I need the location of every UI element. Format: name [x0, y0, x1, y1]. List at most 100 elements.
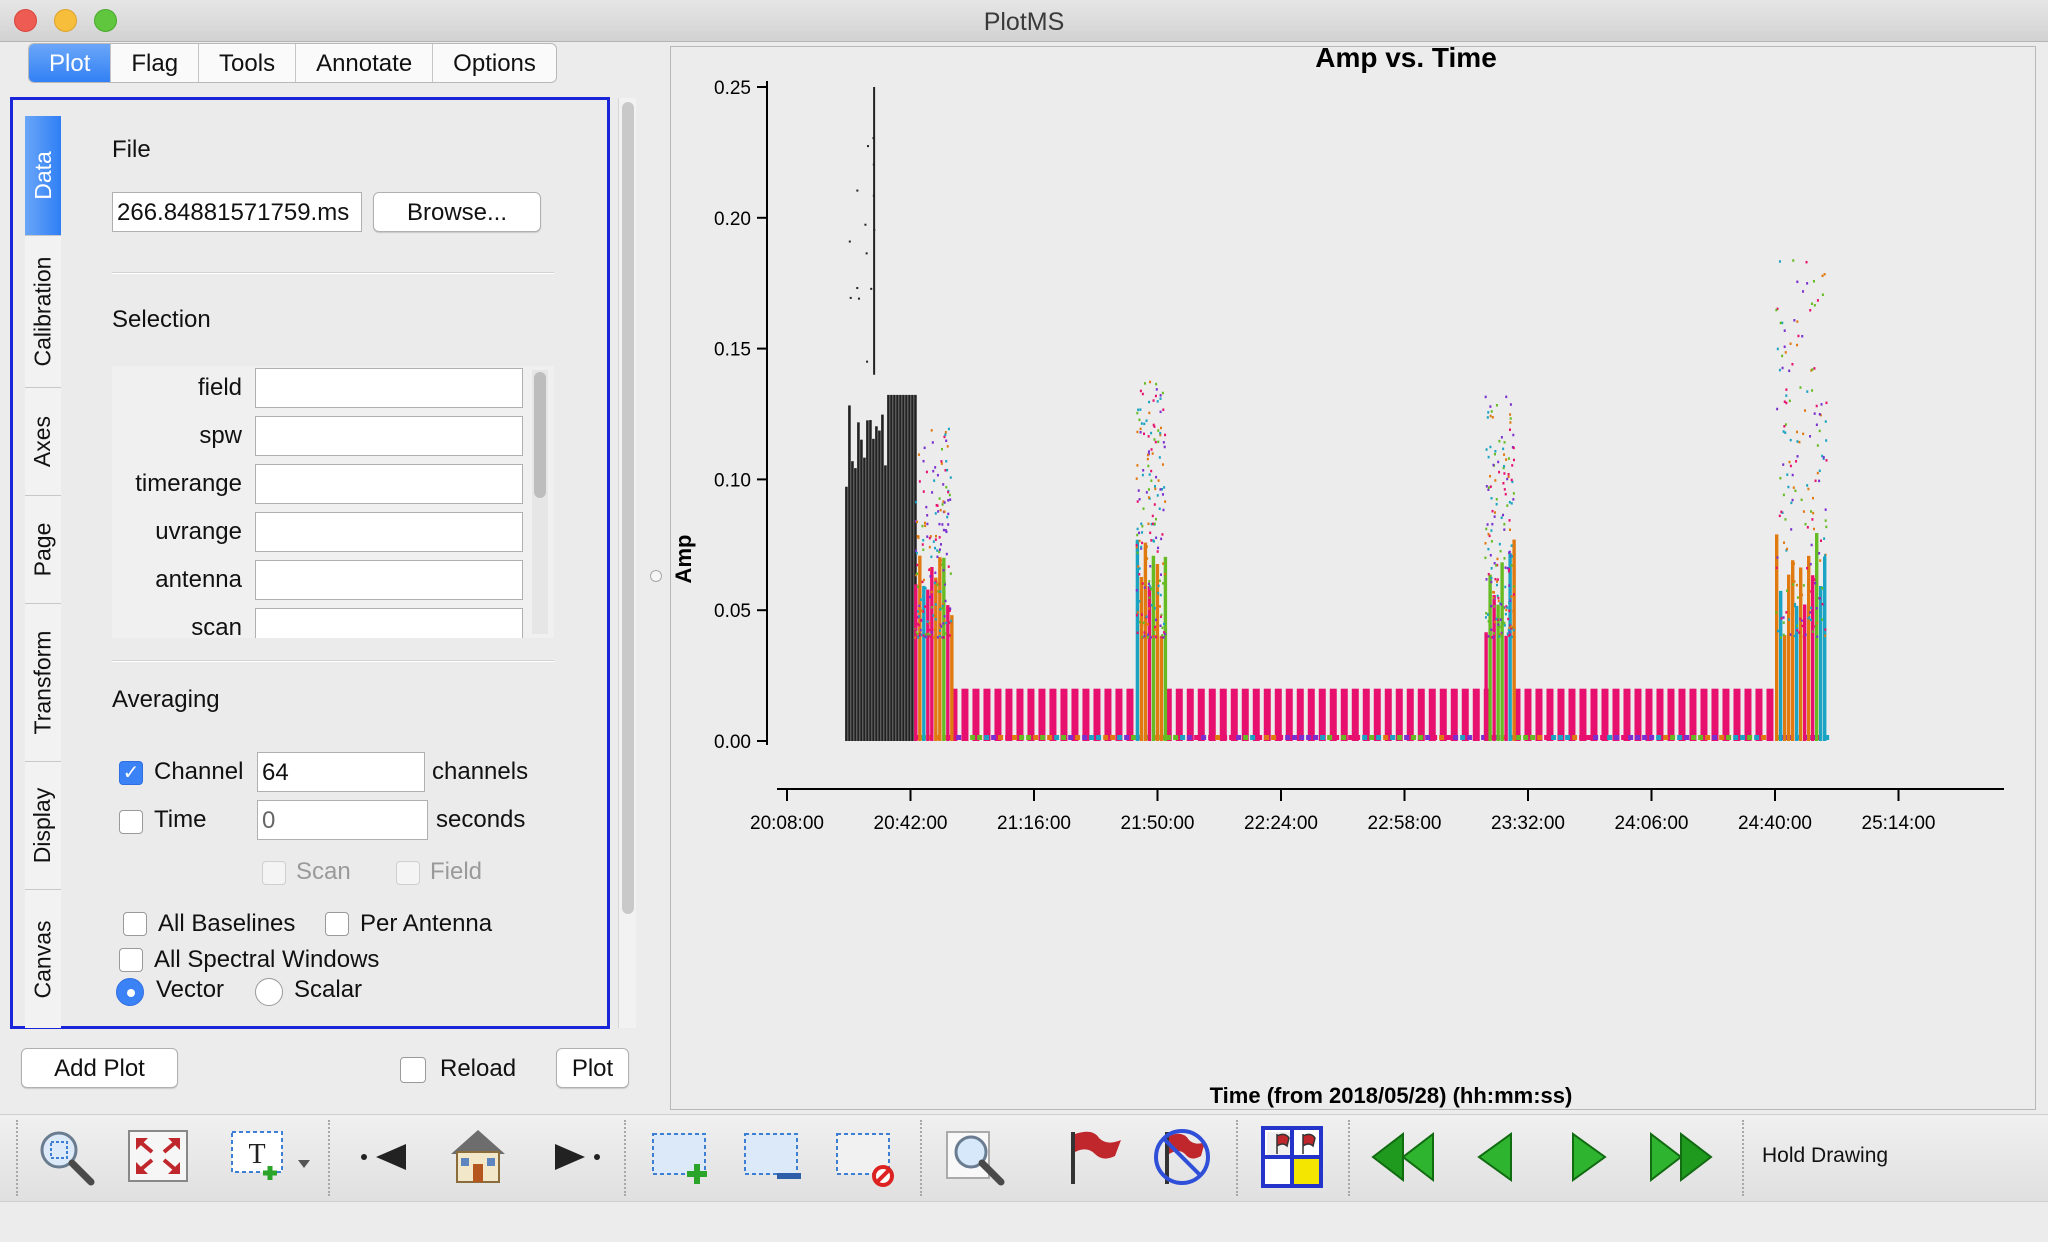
scan-point — [1148, 584, 1151, 588]
field-average-checkbox[interactable] — [396, 861, 420, 885]
vtab-axes[interactable]: Axes — [25, 388, 61, 496]
annotate-text-icon[interactable]: T — [226, 1126, 318, 1188]
zoom-window-button[interactable] — [94, 9, 117, 32]
antenna-input[interactable] — [255, 560, 523, 600]
all-baselines-checkbox[interactable] — [123, 912, 147, 936]
scan-point — [1791, 473, 1794, 477]
tab-annotate[interactable]: Annotate — [296, 44, 434, 82]
channel-average-input[interactable]: 64 — [257, 752, 425, 792]
hold-drawing-label[interactable]: Hold Drawing — [1762, 1144, 1889, 1167]
unzoom-icon[interactable] — [122, 1126, 194, 1188]
region-add-icon[interactable] — [646, 1126, 718, 1188]
region-clear-icon[interactable] — [830, 1126, 902, 1188]
locate-icon[interactable] — [940, 1126, 1012, 1188]
minimize-window-button[interactable] — [54, 9, 77, 32]
channel-average-checkbox[interactable]: ✓ — [119, 761, 143, 785]
scan-point — [1154, 625, 1157, 629]
tab-plot[interactable]: Plot — [29, 44, 112, 82]
scan-point — [925, 505, 928, 509]
scan-point — [1148, 580, 1151, 583]
scan-point — [1150, 539, 1153, 542]
next-iteration-icon[interactable] — [1552, 1126, 1624, 1188]
scan-point — [938, 497, 941, 500]
step-forward-icon[interactable] — [540, 1126, 612, 1188]
unflag-icon[interactable] — [1146, 1126, 1218, 1188]
tab-tools[interactable]: Tools — [199, 44, 297, 82]
scan-input[interactable] — [255, 608, 523, 638]
chart-title: Amp vs. Time — [1315, 47, 1497, 73]
scan-point — [1135, 613, 1138, 617]
splitter-handle[interactable] — [650, 570, 662, 582]
scan-point — [940, 625, 943, 628]
reload-checkbox[interactable] — [400, 1057, 426, 1083]
scan-point — [1776, 347, 1779, 351]
x-tick-label: 21:16:00 — [997, 813, 1071, 834]
scan-point — [1488, 534, 1491, 538]
file-path-input[interactable]: 266.84881571759.ms — [112, 192, 362, 232]
scan-point — [941, 604, 944, 608]
vtab-canvas[interactable]: Canvas — [25, 890, 61, 1028]
scan-point — [1510, 502, 1513, 505]
scan-point — [1512, 583, 1515, 586]
scan-point — [1798, 631, 1801, 634]
scan-point — [1485, 527, 1488, 531]
spw-input[interactable] — [255, 416, 523, 456]
timerange-input[interactable] — [255, 464, 523, 504]
scan-point — [936, 473, 939, 477]
plot-canvas[interactable]: Amp vs. Time Time (from 2018/05/28) (hh:… — [670, 42, 2036, 1110]
scan-point — [930, 631, 933, 634]
vtab-data[interactable]: Data — [25, 116, 61, 236]
calibrator-bar — [896, 394, 899, 741]
browse-button[interactable]: Browse... — [373, 192, 541, 232]
calibrator-bar — [905, 394, 908, 741]
selection-scrollbar[interactable] — [532, 370, 548, 634]
vtab-display[interactable]: Display — [25, 762, 61, 890]
uvrange-label: uvrange — [155, 518, 242, 545]
scalar-radio[interactable] — [255, 978, 283, 1006]
per-antenna-checkbox[interactable] — [325, 912, 349, 936]
panel-scrollbar[interactable] — [618, 98, 636, 1028]
calibrator-point — [873, 228, 876, 231]
last-iteration-icon[interactable] — [1640, 1126, 1720, 1188]
first-iteration-icon[interactable] — [1364, 1126, 1444, 1188]
step-back-icon[interactable] — [350, 1126, 420, 1188]
region-subtract-icon[interactable] — [738, 1126, 810, 1188]
uvrange-input[interactable] — [255, 512, 523, 552]
selection-scrollbar-thumb[interactable] — [534, 372, 546, 498]
time-average-checkbox[interactable] — [119, 810, 143, 834]
zoom-icon[interactable] — [30, 1126, 102, 1188]
scan-bar — [942, 557, 946, 741]
scan-point — [1512, 569, 1515, 572]
scan-point — [1811, 630, 1814, 633]
vector-radio[interactable] — [116, 978, 144, 1006]
calibrator-bar — [914, 394, 917, 741]
scan-point — [1781, 354, 1784, 358]
scan-point — [942, 483, 945, 486]
flag-icon[interactable] — [1058, 1126, 1130, 1188]
scan-point — [1153, 606, 1156, 610]
vtab-calibration[interactable]: Calibration — [25, 236, 61, 388]
scan-average-checkbox[interactable] — [262, 861, 286, 885]
scan-point — [1810, 543, 1813, 547]
panel-scrollbar-thumb[interactable] — [622, 102, 634, 914]
add-plot-button[interactable]: Add Plot — [21, 1048, 178, 1088]
vtab-page[interactable]: Page — [25, 496, 61, 604]
close-window-button[interactable] — [14, 9, 37, 32]
flag-extend-icon[interactable] — [1256, 1126, 1328, 1188]
scan-point — [1139, 579, 1142, 582]
scan-point — [1147, 633, 1150, 636]
scan-bar — [1492, 595, 1496, 741]
tab-options[interactable]: Options — [453, 50, 536, 77]
previous-iteration-icon[interactable] — [1460, 1126, 1532, 1188]
field-input[interactable] — [255, 368, 523, 408]
plot-button[interactable]: Plot — [556, 1048, 629, 1088]
scan-point — [1819, 559, 1822, 562]
scan-point — [1146, 457, 1149, 461]
vtab-transform[interactable]: Transform — [25, 604, 61, 762]
baseline-bar — [1296, 688, 1304, 741]
scan-point — [932, 540, 935, 543]
tab-flag[interactable]: Flag — [111, 44, 200, 82]
home-icon[interactable] — [442, 1126, 514, 1188]
all-spectral-windows-checkbox[interactable] — [119, 948, 143, 972]
time-average-input[interactable]: 0 — [257, 800, 428, 840]
